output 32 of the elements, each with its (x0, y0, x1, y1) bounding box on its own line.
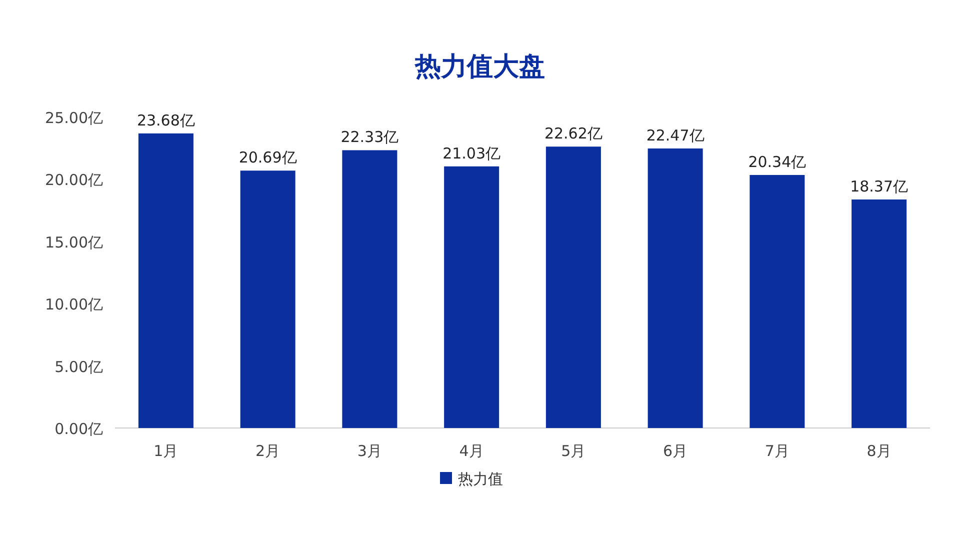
data-label: 18.37亿 (850, 177, 908, 196)
data-label: 23.68亿 (136, 111, 195, 130)
bar (852, 199, 907, 428)
x-tick-label: 5月 (561, 442, 586, 460)
chart-title: 热力值大盘 (414, 52, 545, 82)
bar (342, 150, 398, 428)
x-tick-label: 6月 (663, 442, 688, 460)
bar (240, 170, 296, 428)
y-tick-label: 10.00亿 (45, 296, 103, 314)
bar (546, 146, 601, 428)
data-label: 22.33亿 (340, 128, 399, 146)
bar (138, 133, 194, 428)
data-label: 22.47亿 (646, 126, 704, 144)
bar (750, 174, 805, 428)
x-tick-label: 7月 (764, 442, 790, 460)
y-tick-label: 25.00亿 (45, 109, 103, 127)
x-tick-label: 1月 (154, 442, 178, 460)
data-label: 22.62亿 (544, 124, 602, 143)
bar (648, 148, 703, 428)
data-label: 20.34亿 (748, 152, 806, 171)
x-tick-label: 3月 (357, 442, 382, 460)
y-tick-label: 20.00亿 (45, 171, 103, 190)
y-tick-label: 5.00亿 (54, 358, 103, 376)
legend-label: 热力值 (458, 470, 503, 488)
x-tick-label: 4月 (459, 442, 484, 460)
data-label: 21.03亿 (442, 144, 501, 162)
y-tick-label: 15.00亿 (45, 233, 103, 252)
y-tick-label: 0.00亿 (54, 420, 103, 438)
bar (444, 166, 500, 428)
x-tick-label: 2月 (256, 442, 280, 460)
x-tick-label: 8月 (866, 442, 892, 460)
data-label: 20.69亿 (238, 148, 297, 167)
